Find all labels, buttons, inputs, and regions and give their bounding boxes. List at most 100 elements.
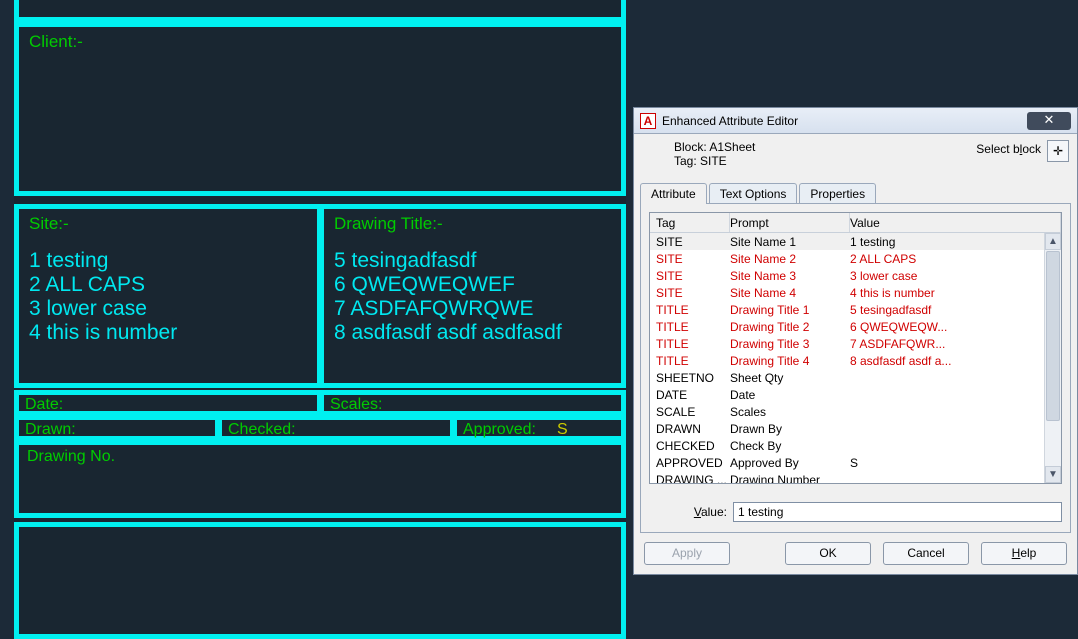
- value-label: Value:: [649, 505, 733, 519]
- scroll-up-icon[interactable]: ▲: [1045, 233, 1061, 250]
- cell-tag: TITLE: [650, 303, 730, 317]
- site-line: 2 ALL CAPS: [29, 273, 177, 297]
- cell-tag: TITLE: [650, 354, 730, 368]
- list-body: SITESite Name 11 testingSITESite Name 22…: [650, 233, 1044, 483]
- title-line: 6 QWEQWEQWEF: [334, 273, 562, 297]
- cell-tag: CHECKED: [650, 439, 730, 453]
- cell-prompt: Drawn By: [730, 422, 850, 436]
- table-row[interactable]: SITESite Name 11 testing: [650, 233, 1044, 250]
- table-row[interactable]: TITLEDrawing Title 37 ASDFAFQWR...: [650, 335, 1044, 352]
- dialog-titlebar[interactable]: A Enhanced Attribute Editor ✕: [634, 108, 1077, 134]
- dialog-button-row: Apply OK Cancel Help: [634, 538, 1077, 568]
- tab-properties[interactable]: Properties: [799, 183, 876, 204]
- select-block-button[interactable]: ✛: [1047, 140, 1069, 162]
- cell-value: 5 tesingadfasdf: [850, 303, 1044, 317]
- table-row[interactable]: DRAWNDrawn By: [650, 420, 1044, 437]
- table-row[interactable]: DATEDate: [650, 386, 1044, 403]
- table-row[interactable]: TITLEDrawing Title 26 QWEQWEQW...: [650, 318, 1044, 335]
- table-row[interactable]: SITESite Name 22 ALL CAPS: [650, 250, 1044, 267]
- approved-label: Approved:: [463, 421, 536, 439]
- cad-spacer-top: [14, 0, 626, 22]
- dialog-header: Block: A1Sheet Tag: SITE Select block ✛: [634, 134, 1077, 178]
- col-header-tag[interactable]: Tag: [650, 213, 730, 232]
- cell-prompt: Approved By: [730, 456, 850, 470]
- cell-value: 3 lower case: [850, 269, 1044, 283]
- scales-label: Scales:: [330, 396, 382, 414]
- attribute-editor-dialog: A Enhanced Attribute Editor ✕ Block: A1S…: [633, 107, 1078, 575]
- col-header-prompt[interactable]: Prompt: [730, 213, 850, 232]
- cad-title-cell: Drawing Title:- 5 tesingadfasdf 6 QWEQWE…: [319, 204, 626, 388]
- cell-prompt: Drawing Title 1: [730, 303, 850, 317]
- help-button[interactable]: Help: [981, 542, 1067, 565]
- table-row[interactable]: SHEETNOSheet Qty: [650, 369, 1044, 386]
- table-row[interactable]: SITESite Name 33 lower case: [650, 267, 1044, 284]
- table-row[interactable]: SCALEScales: [650, 403, 1044, 420]
- close-button[interactable]: ✕: [1027, 112, 1071, 130]
- cell-prompt: Drawing Title 4: [730, 354, 850, 368]
- cell-value: 4 this is number: [850, 286, 1044, 300]
- approved-value: S: [557, 421, 568, 439]
- autocad-icon: A: [640, 113, 656, 129]
- ok-button[interactable]: OK: [785, 542, 871, 565]
- scroll-thumb[interactable]: [1046, 251, 1060, 421]
- attribute-list: Tag Prompt Value SITESite Name 11 testin…: [649, 212, 1062, 484]
- drawing-title-label: Drawing Title:-: [334, 214, 443, 234]
- table-row[interactable]: DRAWING ...Drawing Number: [650, 471, 1044, 483]
- cell-value: 8 asdfasdf asdf a...: [850, 354, 1044, 368]
- tag-label: Tag: SITE: [674, 154, 1037, 168]
- site-values: 1 testing 2 ALL CAPS 3 lower case 4 this…: [29, 249, 177, 346]
- cad-drawing-area[interactable]: Client:- Site:- 1 testing 2 ALL CAPS 3 l…: [14, 0, 626, 639]
- title-line: 8 asdfasdf asdf asdfasdf: [334, 321, 562, 345]
- value-input[interactable]: [733, 502, 1062, 522]
- col-header-value[interactable]: Value: [850, 213, 1061, 232]
- cell-tag: DATE: [650, 388, 730, 402]
- site-line: 3 lower case: [29, 297, 177, 321]
- cell-prompt: Drawing Title 3: [730, 337, 850, 351]
- table-row[interactable]: TITLEDrawing Title 15 tesingadfasdf: [650, 301, 1044, 318]
- cell-tag: APPROVED: [650, 456, 730, 470]
- cell-prompt: Drawing Title 2: [730, 320, 850, 334]
- cad-client-cell: Client:-: [14, 22, 626, 196]
- cad-scales-cell: Scales:: [319, 390, 626, 416]
- cell-tag: SITE: [650, 252, 730, 266]
- client-label: Client:-: [29, 32, 83, 52]
- dialog-title: Enhanced Attribute Editor: [662, 114, 1027, 128]
- cad-site-cell: Site:- 1 testing 2 ALL CAPS 3 lower case…: [14, 204, 322, 388]
- table-row[interactable]: APPROVEDApproved ByS: [650, 454, 1044, 471]
- tab-strip: Attribute Text Options Properties: [640, 182, 1077, 203]
- cell-prompt: Drawing Number: [730, 473, 850, 484]
- apply-button[interactable]: Apply: [644, 542, 730, 565]
- tab-attribute[interactable]: Attribute: [640, 183, 707, 204]
- cell-value: 2 ALL CAPS: [850, 252, 1044, 266]
- tab-text-options[interactable]: Text Options: [709, 183, 798, 204]
- table-row[interactable]: CHECKEDCheck By: [650, 437, 1044, 454]
- cell-prompt: Scales: [730, 405, 850, 419]
- site-label: Site:-: [29, 214, 69, 234]
- cancel-button[interactable]: Cancel: [883, 542, 969, 565]
- site-line: 1 testing: [29, 249, 177, 273]
- table-row[interactable]: SITESite Name 44 this is number: [650, 284, 1044, 301]
- title-line: 5 tesingadfasdf: [334, 249, 562, 273]
- table-row[interactable]: TITLEDrawing Title 48 asdfasdf asdf a...: [650, 352, 1044, 369]
- cad-drawn-cell: Drawn:: [14, 415, 220, 441]
- cad-checked-cell: Checked:: [217, 415, 455, 441]
- scroll-down-icon[interactable]: ▼: [1045, 466, 1061, 483]
- cell-tag: TITLE: [650, 320, 730, 334]
- cell-tag: SITE: [650, 286, 730, 300]
- cell-tag: SHEETNO: [650, 371, 730, 385]
- cell-prompt: Site Name 2: [730, 252, 850, 266]
- cell-tag: SITE: [650, 269, 730, 283]
- cell-tag: SCALE: [650, 405, 730, 419]
- attribute-panel: Tag Prompt Value SITESite Name 11 testin…: [640, 203, 1071, 533]
- cell-prompt: Site Name 1: [730, 235, 850, 249]
- cell-prompt: Date: [730, 388, 850, 402]
- date-label: Date:: [25, 396, 63, 414]
- cell-value: 1 testing: [850, 235, 1044, 249]
- cell-value: 6 QWEQWEQW...: [850, 320, 1044, 334]
- cell-value: 7 ASDFAFQWR...: [850, 337, 1044, 351]
- scrollbar[interactable]: ▲ ▼: [1044, 233, 1061, 483]
- list-header: Tag Prompt Value: [650, 213, 1061, 233]
- site-line: 4 this is number: [29, 321, 177, 345]
- cell-prompt: Sheet Qty: [730, 371, 850, 385]
- cell-prompt: Site Name 3: [730, 269, 850, 283]
